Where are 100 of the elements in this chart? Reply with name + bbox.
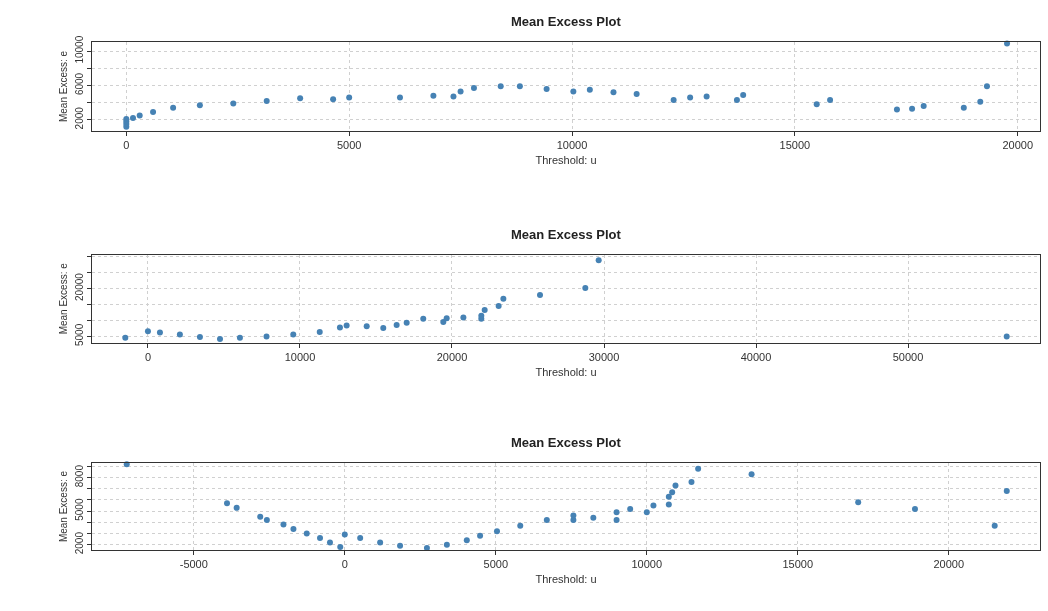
point — [396, 94, 403, 101]
point — [144, 328, 151, 335]
x-tick-label: 10000 — [284, 350, 316, 363]
point — [326, 539, 333, 546]
y-tick-label: 5000 — [74, 323, 85, 347]
point — [150, 109, 157, 116]
point — [748, 471, 755, 478]
point — [290, 526, 297, 533]
point — [650, 502, 657, 509]
point — [613, 517, 620, 524]
point — [230, 100, 237, 107]
point — [827, 97, 834, 104]
point — [537, 291, 543, 298]
x-tick-label: 20000 — [1002, 138, 1034, 151]
point — [517, 522, 524, 529]
point — [156, 329, 163, 336]
point — [233, 504, 240, 511]
point — [740, 91, 747, 98]
point — [920, 103, 927, 110]
point — [176, 331, 183, 338]
y-axis-title: Mean Excess: e — [58, 470, 69, 543]
point — [595, 257, 602, 264]
y-axis-title: Mean Excess: e — [58, 50, 69, 123]
point — [543, 85, 550, 92]
point — [377, 539, 384, 546]
point — [960, 104, 967, 111]
point — [217, 335, 223, 342]
point — [357, 534, 364, 541]
y-tick-label: 2000 — [74, 106, 85, 130]
point — [290, 331, 297, 338]
x-tick-label: 30000 — [588, 350, 620, 363]
point — [495, 303, 502, 310]
point — [813, 101, 820, 108]
point — [196, 102, 203, 109]
y-tick-label: 6000 — [74, 72, 85, 96]
y-tick-label: 8000 — [74, 464, 85, 488]
point — [420, 315, 427, 322]
point — [991, 522, 998, 529]
x-tick-label: 15000 — [782, 558, 814, 571]
point — [665, 501, 672, 508]
point — [733, 97, 740, 104]
point — [263, 97, 270, 104]
point — [703, 93, 710, 100]
x-tick-label: 20000 — [436, 350, 468, 363]
point — [393, 321, 400, 328]
x-axis-title: Threshold: u — [535, 366, 597, 379]
point — [855, 499, 862, 506]
point — [122, 334, 129, 341]
point — [643, 509, 650, 516]
x-axis-title: Threshold: u — [535, 573, 597, 586]
y-tick-label: 5000 — [74, 498, 85, 521]
point — [570, 512, 577, 519]
point — [440, 319, 447, 326]
point — [397, 542, 404, 549]
point — [343, 322, 350, 329]
point — [672, 482, 679, 489]
point — [977, 98, 984, 105]
point — [481, 306, 488, 313]
x-tick-label: 15000 — [779, 138, 811, 151]
chart-title: Mean Excess Plot — [511, 435, 622, 450]
y-tick-label: 2000 — [74, 531, 85, 555]
point — [443, 315, 450, 322]
point — [669, 489, 676, 496]
x-tick-label: 20000 — [933, 558, 965, 571]
x-tick-label: -5000 — [179, 558, 208, 571]
point — [688, 479, 695, 486]
point — [196, 334, 203, 341]
point — [1003, 333, 1010, 340]
point — [430, 92, 437, 99]
point — [346, 94, 353, 101]
x-tick-label: 40000 — [740, 350, 772, 363]
x-tick-label: 10000 — [631, 558, 663, 571]
point — [123, 461, 130, 468]
point — [911, 505, 918, 512]
point — [670, 97, 677, 104]
point — [341, 531, 348, 538]
point — [627, 505, 634, 512]
point — [263, 333, 270, 340]
point — [297, 95, 304, 102]
point — [477, 532, 484, 539]
y-tick-label: 20000 — [74, 272, 85, 301]
point — [516, 83, 523, 90]
point — [493, 528, 500, 535]
x-tick-label: 50000 — [892, 350, 924, 363]
point — [463, 537, 470, 544]
point — [170, 104, 177, 111]
point — [457, 88, 464, 95]
point — [497, 83, 504, 90]
y-axis-title: Mean Excess: e — [58, 262, 69, 335]
point — [543, 517, 550, 524]
point — [450, 93, 457, 100]
point — [136, 112, 143, 119]
x-tick-label: 10000 — [556, 138, 588, 151]
point — [130, 115, 136, 122]
x-tick-label: 5000 — [336, 138, 362, 151]
point — [303, 530, 310, 537]
y-tick-label: 10000 — [74, 35, 85, 64]
point — [423, 545, 430, 551]
point — [263, 517, 270, 524]
point — [336, 324, 343, 331]
